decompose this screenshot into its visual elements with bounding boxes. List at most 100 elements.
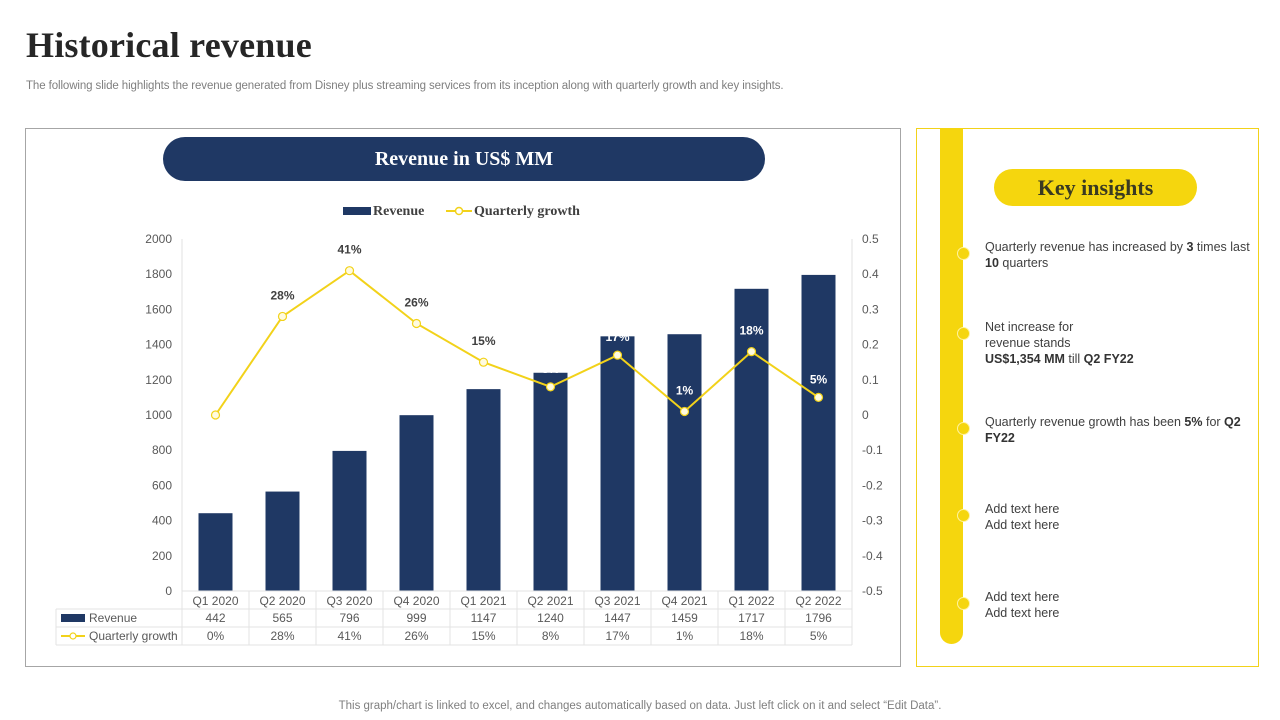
revenue-bar	[466, 389, 501, 591]
y-right-tick-label: 0.4	[862, 267, 879, 281]
y-right-tick-label: 0.3	[862, 302, 879, 316]
x-category-label: Q4 2021	[661, 594, 707, 608]
table-growth-value: 26%	[404, 629, 428, 643]
table-revenue-value: 1447	[604, 611, 631, 625]
growth-marker	[679, 406, 690, 417]
footer-note: This graph/chart is linked to excel, and…	[338, 700, 942, 712]
legend-revenue-label: Revenue	[373, 204, 424, 219]
revenue-bar	[332, 450, 367, 591]
insight-text: Net increase for revenue stands US$1,354 M…	[985, 320, 1134, 366]
growth-data-label: 18%	[739, 324, 763, 338]
table-growth-value: 1%	[676, 629, 694, 643]
insight-text: Quarterly revenue has increased by 3 tim…	[985, 240, 1250, 270]
growth-marker	[277, 311, 288, 322]
timeline-dot-icon	[957, 597, 970, 610]
timeline-dot-icon	[957, 327, 970, 340]
y-right-tick-label: -0.1	[862, 443, 883, 457]
timeline-dot-icon	[957, 422, 970, 435]
timeline-dot-icon	[957, 509, 970, 522]
x-category-label: Q4 2020	[393, 594, 439, 608]
revenue-bar	[667, 334, 702, 591]
legend-revenue-swatch	[343, 207, 371, 215]
y-left-tick-label: 1600	[145, 302, 172, 316]
table-row-header-revenue: Revenue	[89, 611, 137, 625]
insights-title: Key insights	[1037, 174, 1154, 200]
growth-marker	[344, 266, 355, 276]
insight-text: Quarterly revenue growth has been 5% for…	[985, 415, 1241, 445]
insight-text: Add text here Add text here	[985, 590, 1060, 620]
insight-text: Add text here Add text here	[985, 502, 1060, 532]
legend-growth-label: Quarterly growth	[474, 204, 580, 219]
y-right-tick-label: 0.1	[862, 373, 879, 387]
revenue-bar	[399, 415, 434, 591]
y-left-tick-label: 2000	[145, 232, 172, 246]
revenue-chart-panel[interactable]: Revenue in US$ MM Revenue Quarterly growt…	[25, 128, 901, 667]
table-growth-value: 8%	[542, 629, 560, 643]
growth-marker	[813, 392, 824, 402]
table-revenue-value: 565	[272, 611, 292, 625]
table-growth-value: 18%	[739, 629, 763, 643]
growth-data-label: 1%	[676, 383, 694, 397]
y-right-tick-label: 0.5	[862, 232, 879, 246]
revenue-bar	[265, 491, 300, 591]
table-growth-value: 5%	[810, 629, 828, 643]
table-growth-value: 41%	[337, 629, 361, 643]
table-revenue-value: 1240	[537, 611, 564, 625]
page-subtitle: The following slide highlights the reven…	[26, 80, 784, 92]
x-category-label: Q1 2022	[728, 594, 774, 608]
y-left-tick-label: 1000	[145, 408, 172, 422]
table-growth-value: 0%	[207, 629, 225, 643]
table-growth-value: 15%	[471, 629, 495, 643]
x-category-label: Q3 2021	[594, 594, 640, 608]
y-right-tick-label: 0.2	[862, 338, 879, 352]
table-growth-marker-icon	[69, 632, 77, 640]
table-row-header-growth: Quarterly growth	[89, 629, 178, 643]
y-right-tick-label: -0.4	[862, 549, 883, 563]
table-revenue-value: 999	[406, 611, 426, 625]
table-revenue-value: 1459	[671, 611, 698, 625]
revenue-bar	[734, 288, 769, 591]
chart-title-banner: Revenue in US$ MM	[163, 137, 765, 181]
table-revenue-value: 1796	[805, 611, 832, 625]
x-category-label: Q3 2020	[326, 594, 372, 608]
key-insights-panel: Key insights Quarterly revenue has incre…	[916, 128, 1259, 667]
x-category-label: Q2 2022	[795, 594, 841, 608]
growth-marker	[612, 350, 623, 360]
page-title: Historical revenue	[26, 25, 312, 65]
revenue-bar	[533, 372, 568, 591]
x-category-label: Q1 2020	[192, 594, 238, 608]
table-revenue-value: 796	[339, 611, 359, 625]
insights-title-banner: Key insights	[994, 169, 1197, 206]
y-right-tick-label: -0.5	[862, 584, 883, 598]
growth-data-label: 28%	[270, 288, 294, 302]
growth-marker	[478, 357, 489, 367]
legend-growth-marker-icon	[454, 206, 464, 216]
y-right-tick-label: -0.3	[862, 514, 883, 528]
growth-data-label: 41%	[337, 243, 361, 257]
growth-data-label: 5%	[810, 372, 828, 386]
growth-data-label: 8%	[542, 362, 560, 376]
x-category-label: Q2 2021	[527, 594, 573, 608]
x-category-label: Q2 2020	[259, 594, 305, 608]
revenue-bar	[600, 336, 635, 591]
growth-marker	[746, 347, 757, 357]
y-left-tick-label: 1400	[145, 338, 172, 352]
revenue-bar	[801, 274, 836, 591]
growth-data-label: 17%	[605, 330, 629, 344]
table-growth-value: 28%	[270, 629, 294, 643]
y-right-tick-label: 0	[862, 408, 869, 422]
table-revenue-value: 442	[205, 611, 225, 625]
revenue-bar	[198, 513, 233, 591]
chart-title: Revenue in US$ MM	[374, 147, 554, 170]
y-left-tick-label: 400	[152, 514, 172, 528]
y-left-tick-label: 1200	[145, 373, 172, 387]
y-right-tick-label: -0.2	[862, 478, 883, 492]
revenue-combo-chart[interactable]: Revenue Quarterly growth 0 200 400 600 800 1000…	[26, 129, 902, 668]
growth-marker	[545, 382, 556, 392]
table-revenue-swatch	[61, 614, 85, 622]
growth-line	[214, 269, 820, 416]
table-growth-value: 17%	[605, 629, 629, 643]
growth-marker	[210, 410, 221, 420]
y-left-tick-label: 200	[152, 549, 172, 563]
x-category-label: Q1 2021	[460, 594, 506, 608]
